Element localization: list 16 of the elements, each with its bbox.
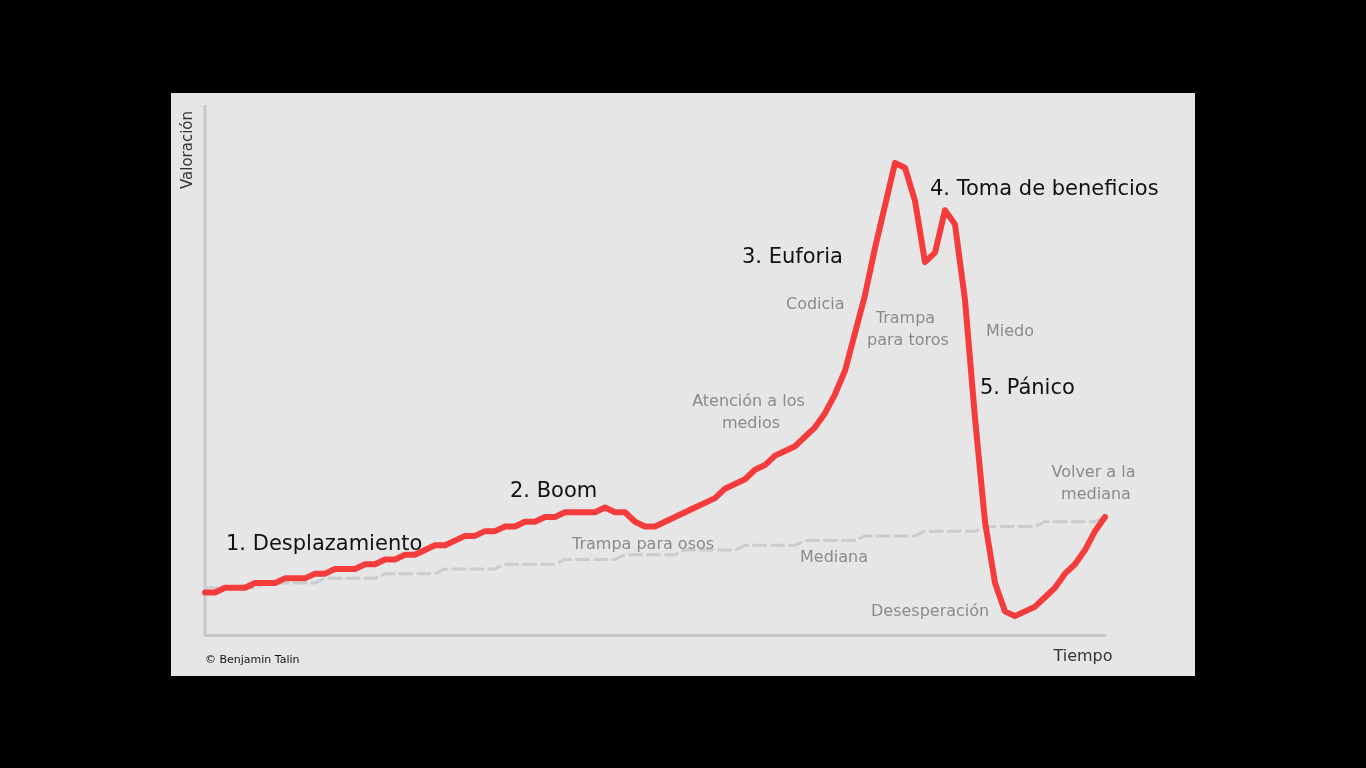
x-axis-title: Tiempo — [1052, 645, 1113, 665]
annotation: 3. Euforia — [742, 244, 843, 268]
annotation: Miedo — [986, 320, 1035, 340]
annotation: 5. Pánico — [980, 375, 1075, 399]
annotation: 1. Desplazamiento — [226, 531, 423, 555]
y-axis-title: Valoración — [178, 110, 196, 190]
annotation: Mediana — [800, 546, 868, 566]
annotation: Volver a la mediana — [1051, 461, 1141, 503]
annotation: Atención a los medios — [692, 390, 810, 432]
text: © Benjamin Talin — [205, 652, 300, 666]
annotation: 4. Toma de beneficios — [930, 176, 1159, 200]
annotation: Codicia — [786, 293, 845, 313]
annotation: Trampa para toros — [867, 307, 949, 349]
annotation: 2. Boom — [510, 478, 598, 502]
annotation: Desesperación — [871, 600, 990, 620]
annotation: Trampa para osos — [571, 533, 715, 553]
